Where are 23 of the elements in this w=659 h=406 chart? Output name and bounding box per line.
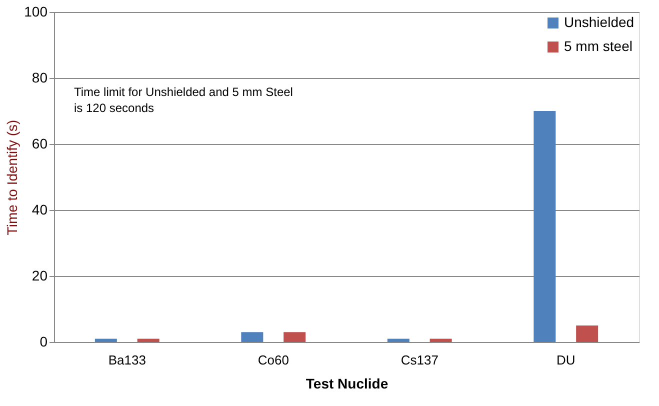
legend-label: 5 mm steel [564,38,632,54]
bar [284,332,306,342]
y-axis-title: Time to Identify (s) [4,120,20,236]
bar [534,111,556,342]
bar [576,326,598,342]
y-tick-label: 0 [40,334,48,350]
x-tick-label: Cs137 [400,352,438,368]
annotation: Time limit for Unshielded and 5 mm Steel is 120 seconds [74,85,293,115]
bar [94,338,117,342]
x-tick-label: Co60 [258,352,289,368]
bar [137,338,160,342]
legend-label: Unshielded [564,14,634,30]
y-tick-label: 40 [32,202,48,218]
y-tick-label: 20 [32,268,48,284]
bar [387,338,410,342]
y-tick-label: 60 [32,136,48,152]
x-axis-title: Test Nuclide [306,376,388,392]
x-tick-label: Ba133 [108,352,146,368]
x-tick-label: DU [556,352,576,368]
bar [241,332,264,342]
y-tick-label: 80 [32,70,48,86]
bar [430,338,452,342]
y-tick-label: 100 [24,4,48,20]
